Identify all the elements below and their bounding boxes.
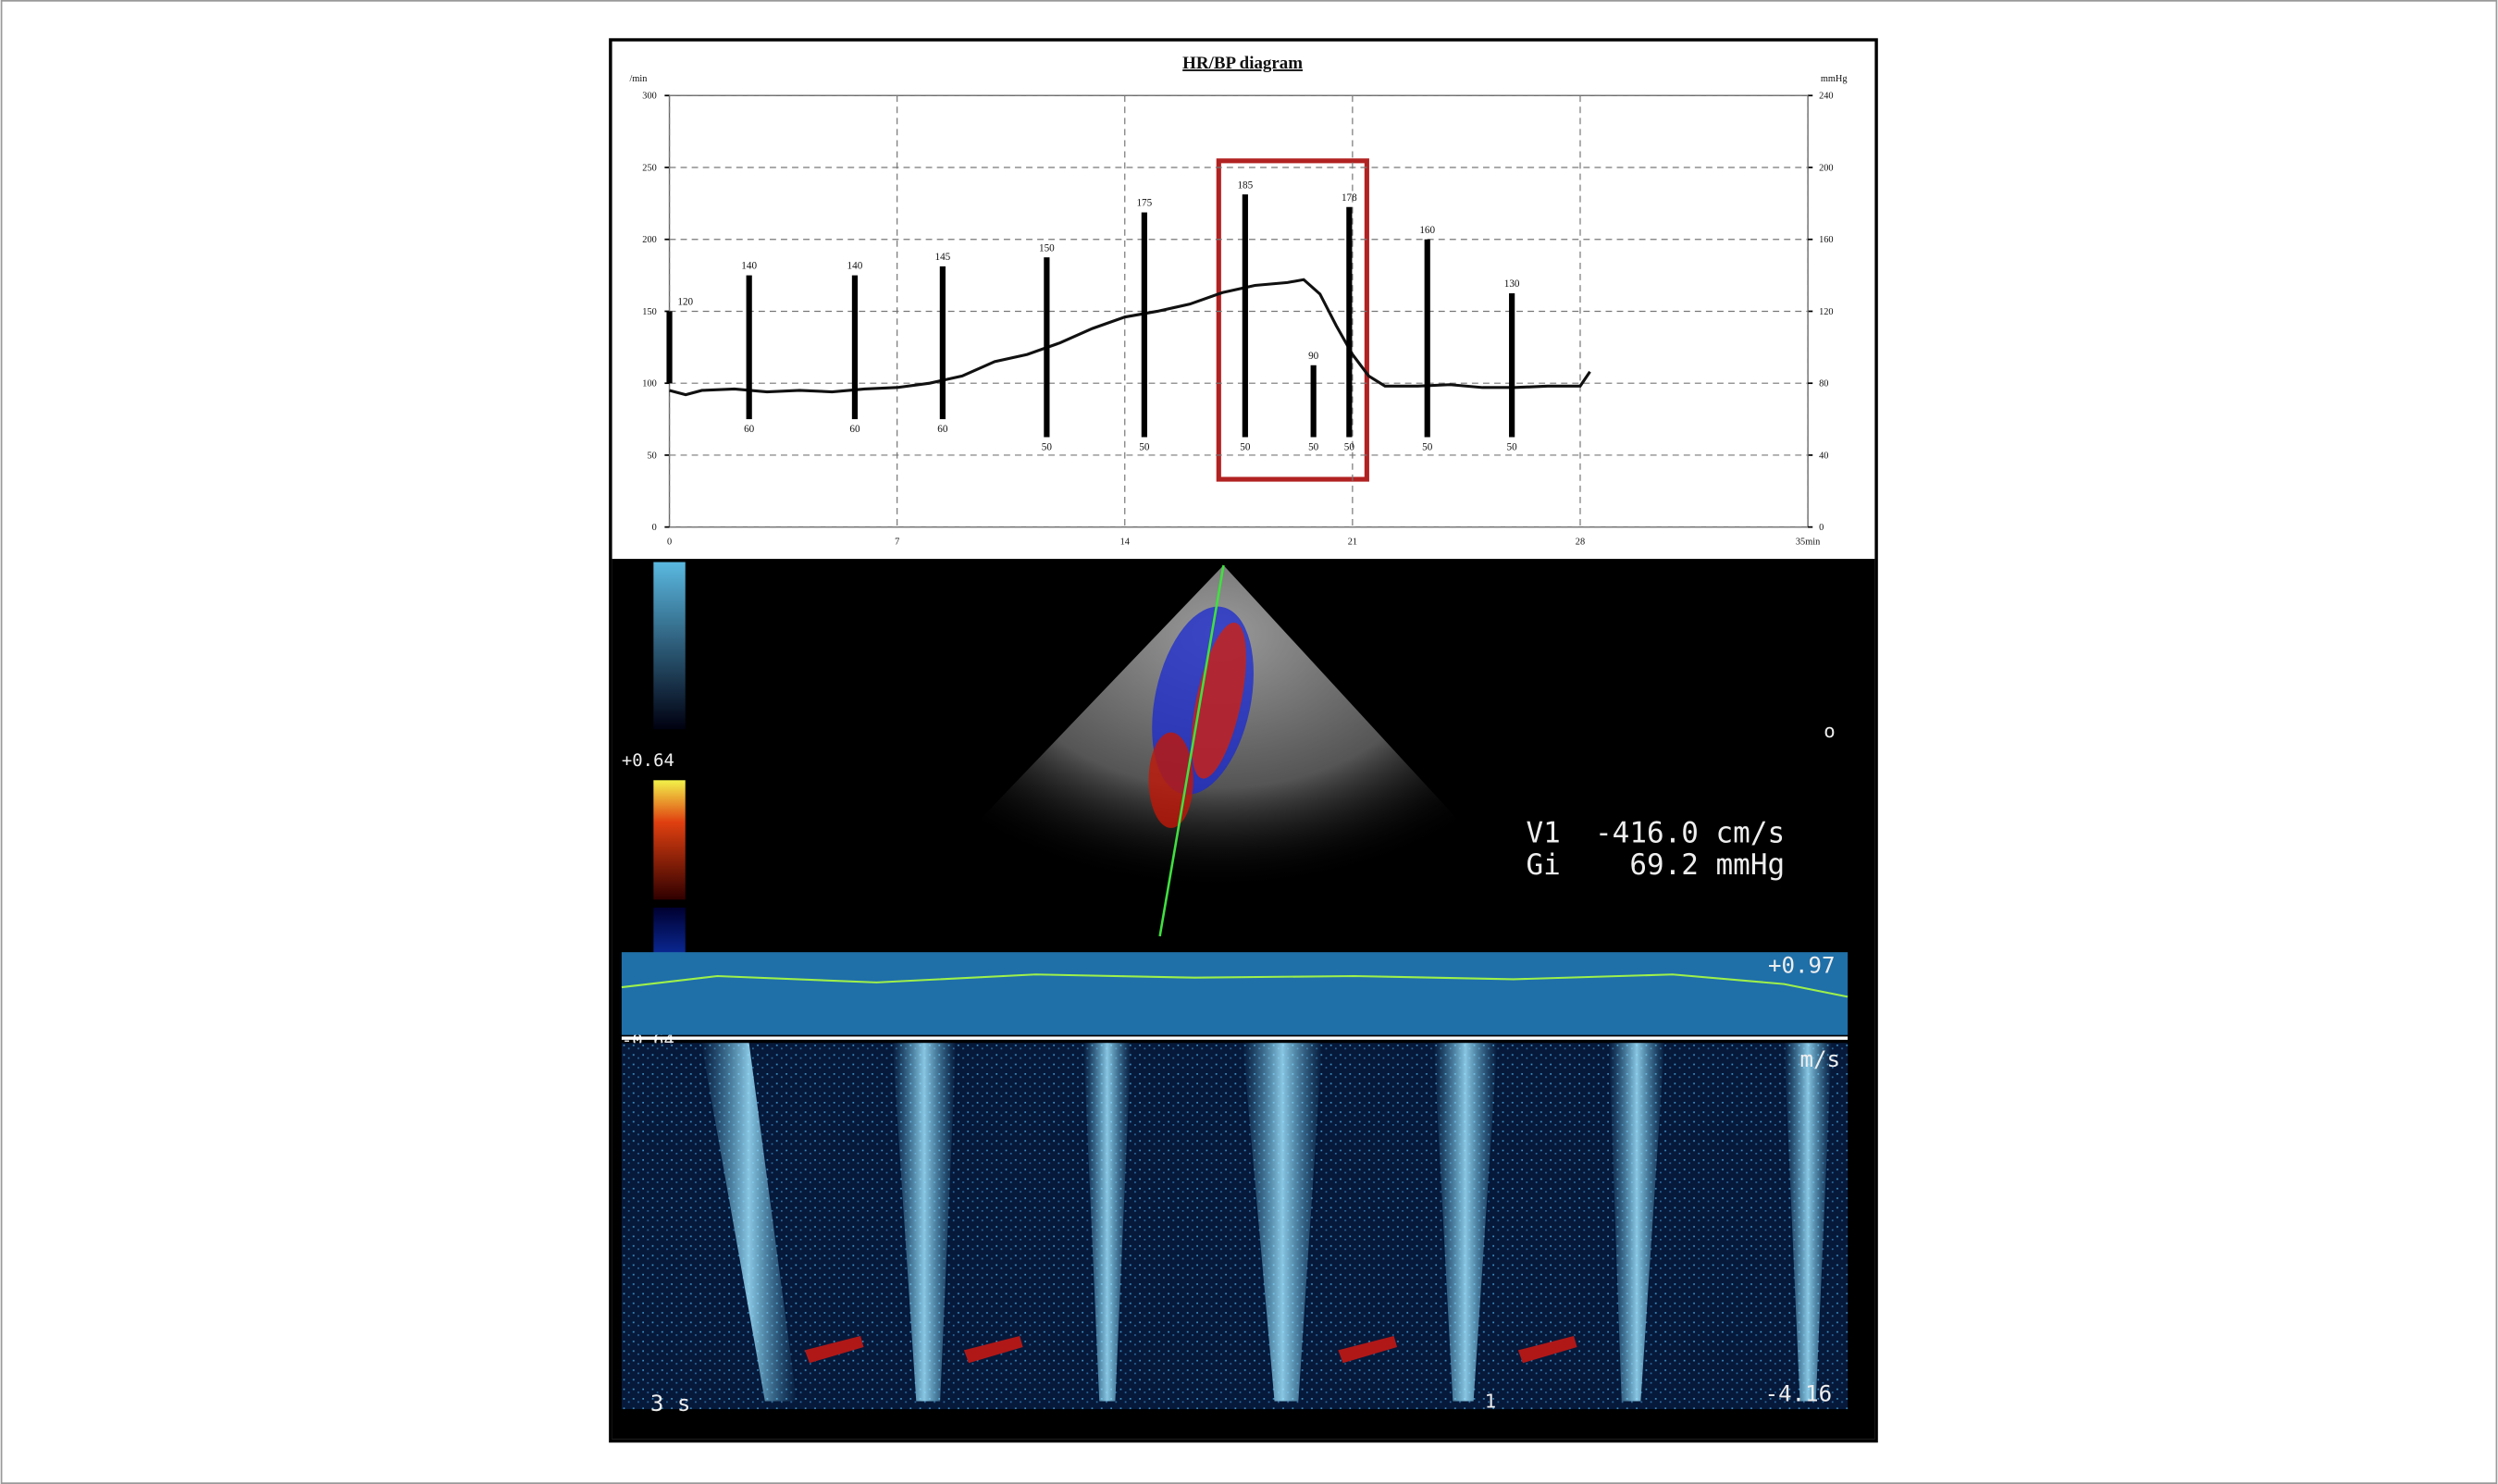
- color-bar: [653, 562, 686, 730]
- y2-axis-label: mmHg: [1821, 74, 1848, 84]
- cursor-marker: 1: [1485, 1390, 1496, 1412]
- y2-tick-label: 0: [1819, 523, 1824, 533]
- unit-right: m/s: [1799, 1046, 1839, 1072]
- systolic-label: 140: [847, 261, 863, 272]
- measure-gradient: Gi 69.2 mmHg: [1526, 848, 1785, 882]
- red-arrows: [804, 1335, 1577, 1364]
- y2-tick-label: 240: [1819, 92, 1833, 102]
- diastolic-label: 60: [937, 424, 948, 435]
- chart-title: HR/BP diagram: [1182, 54, 1303, 73]
- scale-top: +0.64: [622, 750, 674, 771]
- x-tick-label: 7: [895, 538, 899, 548]
- measure-velocity: V1 -416.0 cm/s: [1526, 816, 1785, 849]
- systolic-label: 120: [677, 297, 693, 308]
- cursor-line: [1158, 564, 1225, 937]
- bp-bar: [1509, 293, 1515, 438]
- y2-tick-label: 160: [1819, 235, 1833, 245]
- systolic-label: 130: [1504, 278, 1520, 290]
- diastolic-label: 50: [1240, 441, 1251, 452]
- highlight-box: [1216, 158, 1369, 482]
- systolic-label: 178: [1342, 192, 1357, 204]
- color-flow-red: [1191, 622, 1246, 779]
- velocity-top: +0.97: [1768, 953, 1835, 979]
- bp-bar: [1044, 257, 1050, 438]
- x-tick-label: 14: [1120, 538, 1130, 548]
- diastolic-label: 50: [1139, 441, 1150, 452]
- diastolic-label: 60: [744, 424, 755, 435]
- x-tick-label: 0: [667, 538, 672, 548]
- marker: o: [1824, 720, 1835, 742]
- ultrasound-image: +0.64 -0.64 m/s o V1 -416.0 cm/s Gi 69.2…: [612, 559, 1875, 1440]
- y-tick-label: 0: [652, 523, 657, 533]
- y2-tick-label: 40: [1819, 451, 1828, 461]
- systolic-label: 145: [934, 252, 950, 263]
- diastolic-label: 50: [1308, 441, 1319, 452]
- y-tick-label: 50: [647, 451, 656, 461]
- diastolic-label: 60: [849, 424, 860, 435]
- ecg-trace: [621, 973, 1849, 998]
- x-tick-label: 28: [1576, 538, 1585, 548]
- hr-line: [669, 278, 1591, 397]
- bp-bar: [746, 275, 752, 420]
- bp-bar: [1242, 194, 1248, 438]
- systolic-label: 160: [1419, 225, 1435, 236]
- y-tick-label: 200: [642, 235, 656, 245]
- bp-bar: [1424, 239, 1430, 438]
- systolic-label: 175: [1136, 198, 1152, 209]
- doppler-spectrum: [621, 1043, 1849, 1410]
- systolic-label: 90: [1308, 351, 1319, 362]
- doppler-strip: [621, 952, 1849, 1035]
- color-bar: [653, 780, 686, 900]
- velocity-bottom: -4.16: [1765, 1381, 1832, 1407]
- y2-tick-label: 80: [1819, 379, 1828, 390]
- x-tick-label: 21: [1348, 538, 1357, 548]
- y2-tick-label: 120: [1819, 307, 1833, 317]
- systolic-label: 185: [1237, 179, 1253, 191]
- y-axis-label: /min: [630, 74, 648, 84]
- y-tick-label: 250: [642, 163, 656, 173]
- x-tick-label: 35min: [1796, 538, 1820, 548]
- bp-bar: [666, 311, 673, 384]
- diastolic-label: 50: [1344, 441, 1355, 452]
- y-tick-label: 300: [642, 92, 656, 102]
- diastolic-label: 50: [1042, 441, 1053, 452]
- bp-bar: [939, 266, 946, 420]
- time-scale: 3 s: [650, 1391, 691, 1416]
- diastolic-label: 50: [1507, 441, 1518, 452]
- y2-tick-label: 200: [1819, 163, 1833, 173]
- bp-bar: [1346, 206, 1353, 438]
- systolic-label: 150: [1039, 242, 1055, 254]
- hr-bp-chart: HR/BP diagram /min mmHg 0 50 100 150 200 250 3…: [630, 54, 1848, 548]
- systolic-label: 140: [741, 261, 757, 272]
- y-tick-label: 100: [642, 379, 656, 390]
- bp-bar: [1310, 365, 1317, 438]
- y-tick-label: 150: [642, 307, 656, 317]
- diastolic-label: 50: [1422, 441, 1433, 452]
- bp-bar: [1141, 212, 1147, 438]
- bp-bar: [851, 275, 859, 420]
